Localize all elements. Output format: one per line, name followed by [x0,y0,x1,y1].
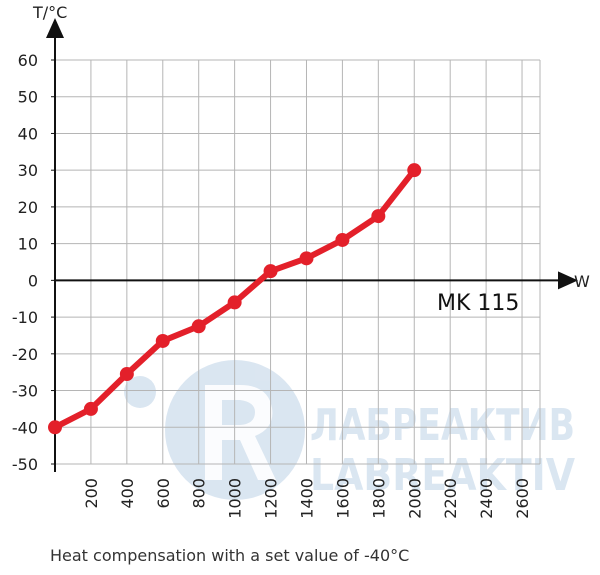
data-point-1600 [335,232,350,247]
data-point-1000 [227,295,242,310]
series [48,163,422,435]
x-tick-label-1400: 1400 [297,478,316,519]
x-tick-label-800: 800 [190,478,209,509]
y-axis-title: T/°C [32,3,67,22]
grid [55,59,541,465]
y-tick-label--30: -30 [12,382,38,401]
data-point-1400 [299,251,314,266]
y-tick-label--40: -40 [12,418,38,437]
watermark-dot [124,376,156,408]
x-tick-label-1800: 1800 [369,478,388,519]
x-axis-arrow [558,271,578,290]
data-point-1200 [263,264,278,279]
watermark-r-letter [205,385,276,480]
y-tick-label-30: 30 [18,161,38,180]
x-tick-label-2400: 2400 [477,478,496,519]
x-tick-label-1600: 1600 [333,478,352,519]
data-point-400 [119,367,134,382]
x-axis-title: W [574,272,590,291]
y-tick-label-50: 50 [18,88,38,107]
y-tick-label--10: -10 [12,308,38,327]
y-tick-label--20: -20 [12,345,38,364]
data-point-1800 [371,209,386,224]
x-tick-label-2600: 2600 [513,478,532,519]
y-tick-label-0: 0 [28,271,38,290]
data-point-800 [191,319,206,334]
x-tick-label-200: 200 [82,478,101,509]
data-point-200 [83,401,98,416]
data-point-0 [48,420,62,435]
y-tick-label-40: 40 [18,124,38,143]
y-axis-arrow [46,18,64,38]
watermark-text-latin: LABREAKTIV [310,450,575,501]
x-tick-label-1000: 1000 [226,478,245,519]
x-tick-label-400: 400 [118,478,137,509]
tick-labels: 60 50 40 30 20 10 0 -10 -20 -30 -40 -50 200 400 600 800… [12,51,532,519]
watermark-text-cyrillic: ЛАБРЕАКТИВ [310,400,575,451]
data-point-600 [155,333,170,348]
data-point-2000 [407,163,422,178]
x-tick-label-1200: 1200 [262,478,281,519]
y-tick-label-10: 10 [18,235,38,254]
axes [46,18,578,472]
y-tick-label--50: -50 [12,455,38,474]
annotation-label: MK 115 [437,291,519,316]
y-tick-label-20: 20 [18,198,38,217]
x-tick-label-2200: 2200 [441,478,460,519]
y-tick-label-60: 60 [18,51,38,70]
x-tick-label-2000: 2000 [405,478,424,519]
x-tick-label-600: 600 [154,478,173,509]
watermark-logo: ЛАБРЕАКТИВ LABREAKTIV [124,360,575,501]
chart-caption: Heat compensation with a set value of -4… [50,546,410,565]
